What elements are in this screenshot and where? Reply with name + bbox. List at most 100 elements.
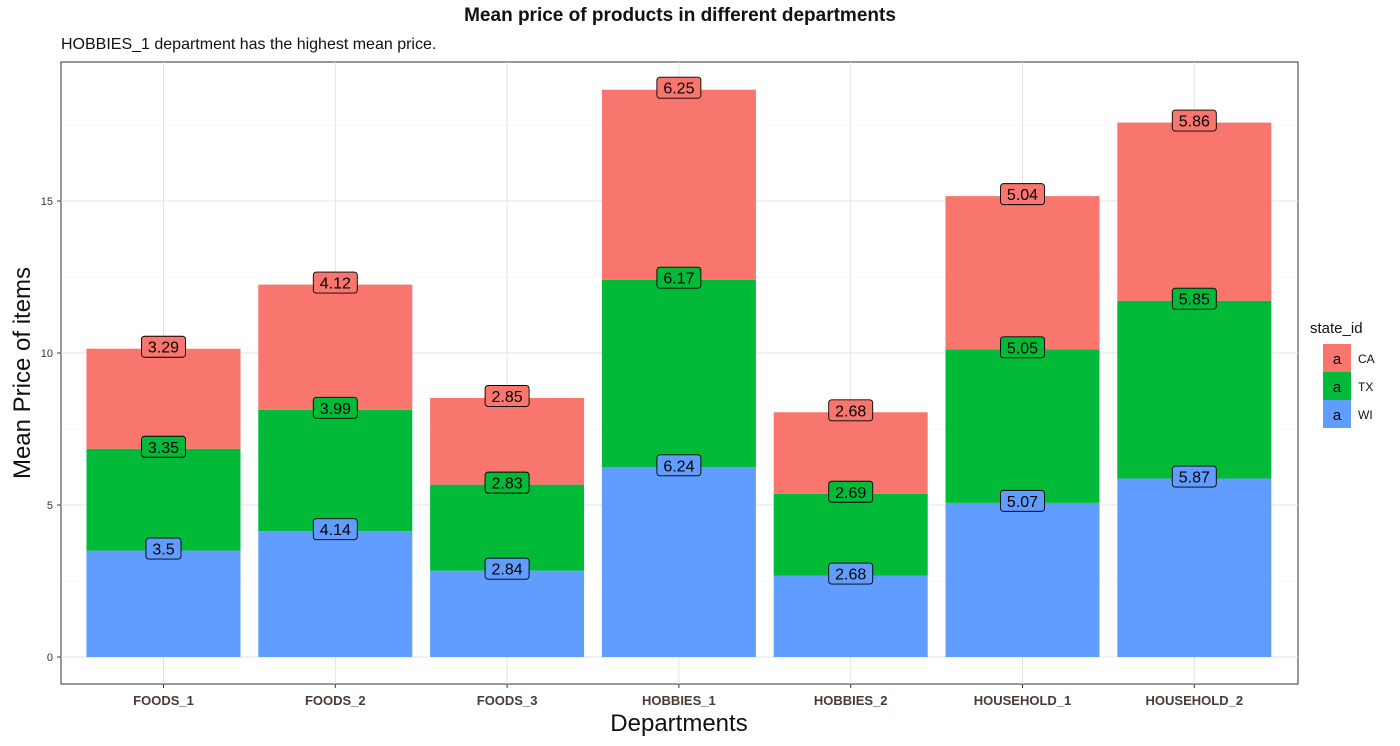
data-label-box [1000, 336, 1045, 359]
data-label-text: 4.12 [320, 276, 351, 293]
chart-subtitle: HOBBIES_1 department has the highest mea… [61, 36, 437, 53]
data-label-box [656, 454, 702, 477]
legend-key-wi [1323, 400, 1351, 428]
x-tick-label: HOBBIES_1 [642, 693, 716, 708]
x-tick-label: FOODS_2 [305, 693, 366, 708]
x-tick-label: HOBBIES_2 [814, 693, 888, 708]
bar-tx-foods_2 [258, 409, 413, 532]
data-label-text: 5.87 [1179, 470, 1210, 487]
data-label-wi: 4.14 [312, 518, 358, 541]
legend-label-ca: CA [1358, 352, 1375, 366]
data-label-wi: 5.07 [1000, 489, 1045, 512]
bar-ca-household_1 [945, 196, 1100, 350]
bar-labels: 3.5 4.14 2.84 6.24 2.68 5.07 5.87 3.35 3.99 2.83 6… [141, 76, 1217, 585]
bar-ca-foods_3 [430, 397, 585, 485]
bar-ca-hobbies_2 [773, 412, 928, 494]
bar-tx-foods_1 [86, 448, 241, 551]
bar-wi-household_1 [945, 502, 1100, 657]
data-label-box [145, 537, 182, 560]
y-tick-label: 0 [47, 652, 53, 664]
y-axis-title: Mean Price of items [9, 267, 36, 479]
data-label-box [484, 471, 530, 494]
data-label-tx: 5.85 [1171, 287, 1217, 310]
legend-key-tx [1323, 372, 1351, 400]
data-label-text: 3.5 [152, 542, 174, 559]
bar-wi-hobbies_1 [601, 467, 756, 657]
bars [86, 89, 1272, 657]
data-label-text: 2.68 [835, 567, 866, 584]
data-label-ca: 2.68 [828, 399, 874, 422]
data-label-tx: 3.99 [312, 396, 358, 419]
data-label-text: 6.24 [663, 458, 694, 475]
data-label-text: 4.14 [320, 522, 351, 539]
legend-label-tx: TX [1358, 380, 1373, 394]
data-label-box [1171, 465, 1217, 488]
chart-title: Mean price of products in different depa… [464, 5, 896, 26]
data-label-ca: 5.86 [1171, 109, 1217, 132]
data-label-box [484, 385, 530, 407]
bar-tx-hobbies_2 [773, 493, 928, 576]
x-axis-title: Departments [610, 710, 747, 737]
data-label-text: 3.35 [148, 440, 179, 457]
bar-wi-foods_1 [86, 550, 241, 657]
bar-tx-household_1 [945, 349, 1100, 503]
data-label-wi: 5.87 [1171, 465, 1217, 488]
bar-tx-hobbies_1 [601, 279, 756, 468]
data-label-box [828, 562, 874, 585]
x-tick-label: HOUSEHOLD_1 [974, 693, 1072, 708]
bar-wi-foods_3 [430, 570, 585, 657]
data-label-box [1171, 287, 1217, 310]
data-label-text: 2.84 [492, 562, 523, 579]
data-label-text: 6.17 [663, 271, 694, 288]
data-label-text: 2.85 [492, 389, 523, 406]
bar-ca-foods_2 [258, 284, 413, 410]
data-label-text: 6.25 [663, 81, 694, 98]
data-label-tx: 3.35 [141, 435, 186, 458]
legend-key-glyph: a [1333, 379, 1342, 396]
data-label-ca: 5.04 [1000, 183, 1045, 206]
data-label-ca: 4.12 [312, 271, 358, 294]
data-label-text: 5.07 [1007, 494, 1038, 511]
bar-ca-hobbies_1 [601, 89, 756, 280]
axes: 0 5 10 15 FOODS_1 FOODS_2 FOODS_3 HOBBIES_1 HOBB… [41, 196, 1243, 708]
data-label-text: 5.04 [1007, 187, 1038, 204]
data-label-tx: 2.69 [828, 480, 874, 503]
legend-key-ca [1323, 344, 1351, 372]
data-label-ca: 3.29 [141, 335, 186, 358]
data-label-text: 5.85 [1179, 292, 1210, 309]
data-label-tx: 2.83 [484, 471, 530, 494]
x-tick-label: FOODS_1 [133, 693, 194, 708]
legend-key-glyph: a [1333, 407, 1342, 424]
data-label-text: 2.69 [835, 485, 866, 502]
data-label-text: 5.86 [1179, 114, 1210, 131]
x-tick-label: FOODS_3 [477, 693, 538, 708]
data-label-text: 2.68 [835, 403, 866, 420]
legend: state_ida CA a TX a WI [1310, 320, 1375, 428]
data-label-box [141, 435, 186, 458]
y-tick-label: 15 [41, 196, 53, 208]
bar-ca-household_2 [1117, 122, 1272, 301]
data-label-box [484, 557, 530, 580]
data-label-tx: 6.17 [656, 266, 702, 289]
data-label-text: 5.05 [1007, 340, 1038, 357]
bar-wi-foods_2 [258, 531, 413, 657]
data-label-box [656, 266, 702, 289]
legend-title: state_id [1310, 320, 1363, 337]
data-label-box [1000, 183, 1045, 206]
data-label-box [312, 396, 358, 419]
data-label-ca: 6.25 [656, 76, 702, 99]
bar-tx-household_2 [1117, 300, 1272, 479]
y-tick-label: 10 [41, 348, 53, 360]
data-label-ca: 2.85 [484, 385, 530, 407]
data-label-box [312, 271, 358, 294]
y-tick-label: 5 [47, 500, 53, 512]
bar-ca-foods_1 [86, 348, 241, 449]
data-label-box [656, 76, 702, 99]
bar-tx-foods_3 [430, 484, 585, 571]
data-label-wi: 2.84 [484, 557, 530, 580]
data-label-box [312, 518, 358, 541]
data-label-wi: 3.5 [145, 537, 182, 560]
bar-wi-household_2 [1117, 478, 1272, 657]
data-label-box [141, 335, 186, 358]
